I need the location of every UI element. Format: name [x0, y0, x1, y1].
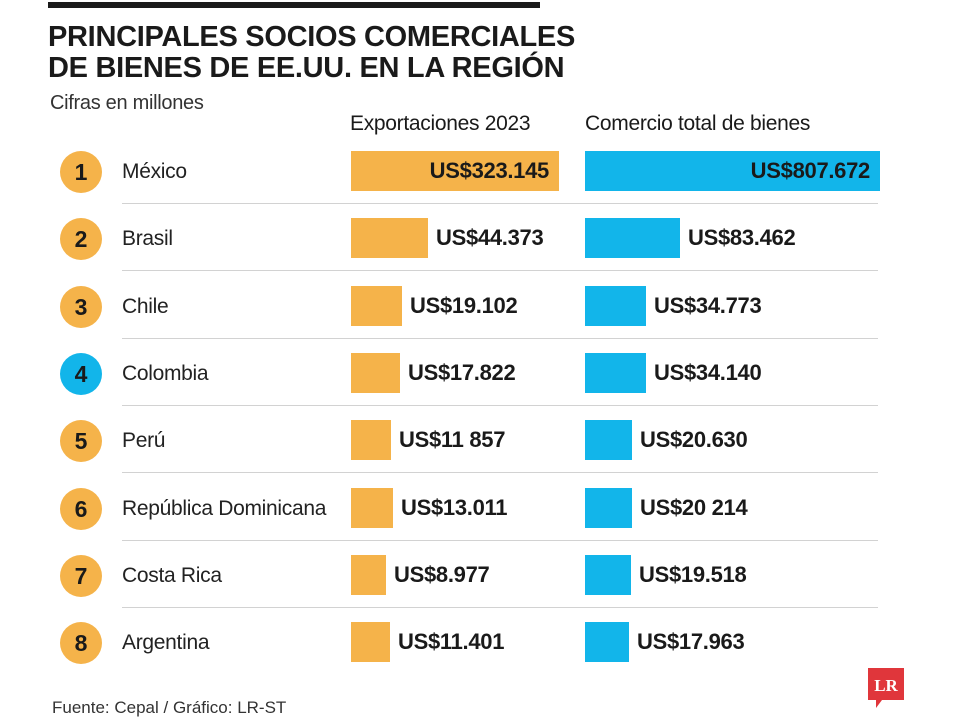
- country-label: Chile: [122, 295, 169, 318]
- exports-bar: [351, 488, 393, 528]
- exports-value-label: US$44.373: [436, 225, 544, 250]
- total-value-label: US$17.963: [637, 629, 745, 654]
- exports-value-label: US$11 857: [399, 427, 506, 452]
- total-column-header: Comercio total de bienes: [585, 112, 811, 135]
- exports-bar: [351, 353, 400, 393]
- title-line-2: DE BIENES DE EE.UU. EN LA REGIÓN: [48, 52, 565, 84]
- exports-value-label: US$13.011: [401, 495, 508, 520]
- total-bar: [585, 353, 646, 393]
- lr-logo-icon: LR: [868, 668, 904, 708]
- country-label: Brasil: [122, 227, 173, 250]
- rank-badge: 6: [60, 488, 102, 530]
- exports-bar: [351, 151, 559, 191]
- row-divider: [122, 607, 878, 608]
- row-divider: [122, 540, 878, 541]
- rank-badge: 2: [60, 218, 102, 260]
- total-bar: [585, 622, 629, 662]
- row-divider: [122, 472, 878, 473]
- rank-badge: 5: [60, 420, 102, 462]
- total-value-label: US$83.462: [688, 225, 796, 250]
- total-bar: [585, 218, 680, 258]
- exports-bar: [351, 622, 390, 662]
- country-label: Colombia: [122, 362, 209, 385]
- row-divider: [122, 270, 878, 271]
- total-bar: [585, 488, 632, 528]
- total-value-label: US$20.630: [640, 427, 748, 452]
- exports-bar: [351, 286, 402, 326]
- country-label: Costa Rica: [122, 564, 222, 587]
- exports-value-label: US$323.145: [429, 158, 550, 183]
- rank-badge: 8: [60, 622, 102, 664]
- exports-value-label: US$17.822: [408, 360, 516, 385]
- top-rule: [48, 2, 540, 8]
- total-value-label: US$19.518: [639, 562, 747, 587]
- lr-logo-text: LR: [874, 676, 898, 695]
- exports-value-label: US$19.102: [410, 293, 518, 318]
- rank-badge: 3: [60, 286, 102, 328]
- total-bar: [585, 420, 632, 460]
- rank-badge: 1: [60, 151, 102, 193]
- rank-badge: 7: [60, 555, 102, 597]
- total-value-label: US$34.773: [654, 293, 762, 318]
- total-bar: [585, 286, 646, 326]
- country-label: Perú: [122, 429, 166, 452]
- source-note: Fuente: Cepal / Gráfico: LR-ST: [52, 698, 287, 717]
- rank-badge: 4: [60, 353, 102, 395]
- country-label: Argentina: [122, 631, 210, 654]
- country-label: México: [122, 160, 187, 183]
- total-value-label: US$34.140: [654, 360, 762, 385]
- exports-bar: [351, 218, 428, 258]
- exports-column-header: Exportaciones 2023: [350, 112, 531, 135]
- row-divider: [122, 405, 878, 406]
- total-bar: [585, 555, 631, 595]
- exports-value-label: US$11.401: [398, 629, 505, 654]
- country-label: República Dominicana: [122, 497, 327, 520]
- row-divider: [122, 338, 878, 339]
- title-line-1: PRINCIPALES SOCIOS COMERCIALES: [48, 21, 576, 53]
- total-bar: [585, 151, 880, 191]
- exports-bar: [351, 420, 391, 460]
- lr-logo-graphic: LR: [868, 668, 904, 708]
- chart-subtitle: Cifras en millones: [50, 92, 204, 114]
- exports-bar: [351, 555, 386, 595]
- total-value-label: US$20 214: [640, 495, 748, 520]
- chart-title: PRINCIPALES SOCIOS COMERCIALES DE BIENES…: [48, 22, 575, 84]
- row-divider: [122, 203, 878, 204]
- total-value-label: US$807.672: [750, 158, 871, 183]
- exports-value-label: US$8.977: [394, 562, 490, 587]
